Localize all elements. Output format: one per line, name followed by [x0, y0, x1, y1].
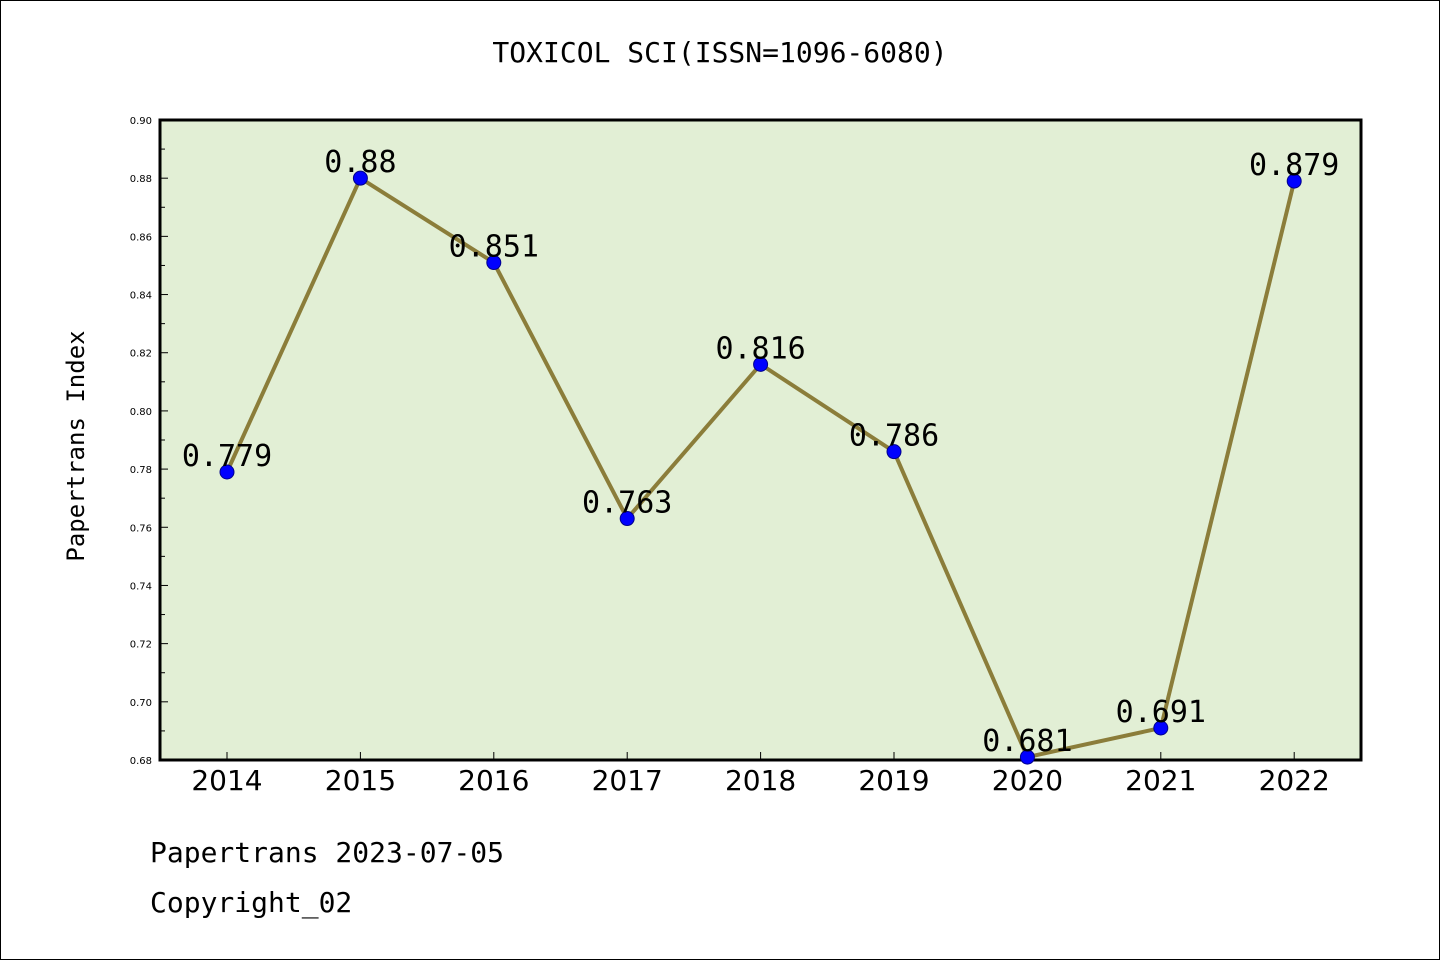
y-tick-label: 0.88	[130, 174, 152, 185]
data-label: 0.779	[182, 439, 272, 474]
x-tick-label: 2022	[1259, 764, 1330, 797]
x-tick-label: 2020	[992, 764, 1063, 797]
data-label: 0.681	[982, 724, 1072, 759]
footer-date: Papertrans 2023-07-05	[150, 836, 505, 869]
y-tick-label: 0.72	[130, 640, 152, 651]
data-label: 0.88	[324, 145, 396, 180]
data-point	[1153, 720, 1169, 736]
data-point	[1286, 173, 1302, 189]
data-point	[352, 170, 368, 186]
y-tick-label: 0.80	[130, 407, 152, 418]
chart-title: TOXICOL SCI(ISSN=1096-6080)	[492, 36, 948, 69]
data-point	[619, 511, 635, 527]
y-tick-label: 0.82	[130, 349, 152, 360]
y-tick-label: 0.76	[130, 523, 152, 534]
data-label: 0.851	[449, 230, 539, 265]
x-tick-label: 2016	[458, 764, 529, 797]
y-tick-label: 0.68	[130, 756, 152, 767]
x-tick-label: 2017	[592, 764, 663, 797]
y-axis-label: Papertrans Index	[62, 330, 90, 561]
data-point	[486, 255, 502, 271]
y-tick-label: 0.84	[130, 291, 152, 302]
y-tick-label: 0.74	[130, 581, 152, 592]
data-point	[1019, 749, 1035, 765]
y-tick-label: 0.90	[130, 116, 152, 127]
x-tick-label: 2019	[858, 764, 929, 797]
x-tick-label: 2018	[725, 764, 796, 797]
data-label: 0.691	[1116, 695, 1206, 730]
data-label: 0.786	[849, 419, 939, 454]
footer-copyright: Copyright_02	[150, 886, 353, 919]
plot-area	[158, 118, 1363, 762]
y-tick-label: 0.70	[130, 698, 152, 709]
data-label: 0.879	[1249, 148, 1339, 183]
data-point	[886, 444, 902, 460]
x-tick-label: 2021	[1125, 764, 1196, 797]
y-tick-label: 0.86	[130, 232, 152, 243]
data-label: 0.763	[582, 486, 672, 521]
data-label: 0.816	[715, 331, 805, 366]
x-tick-label: 2015	[325, 764, 396, 797]
x-tick-label: 2014	[191, 764, 262, 797]
y-tick-label: 0.78	[130, 465, 152, 476]
data-point	[753, 356, 769, 372]
data-point	[219, 464, 235, 480]
